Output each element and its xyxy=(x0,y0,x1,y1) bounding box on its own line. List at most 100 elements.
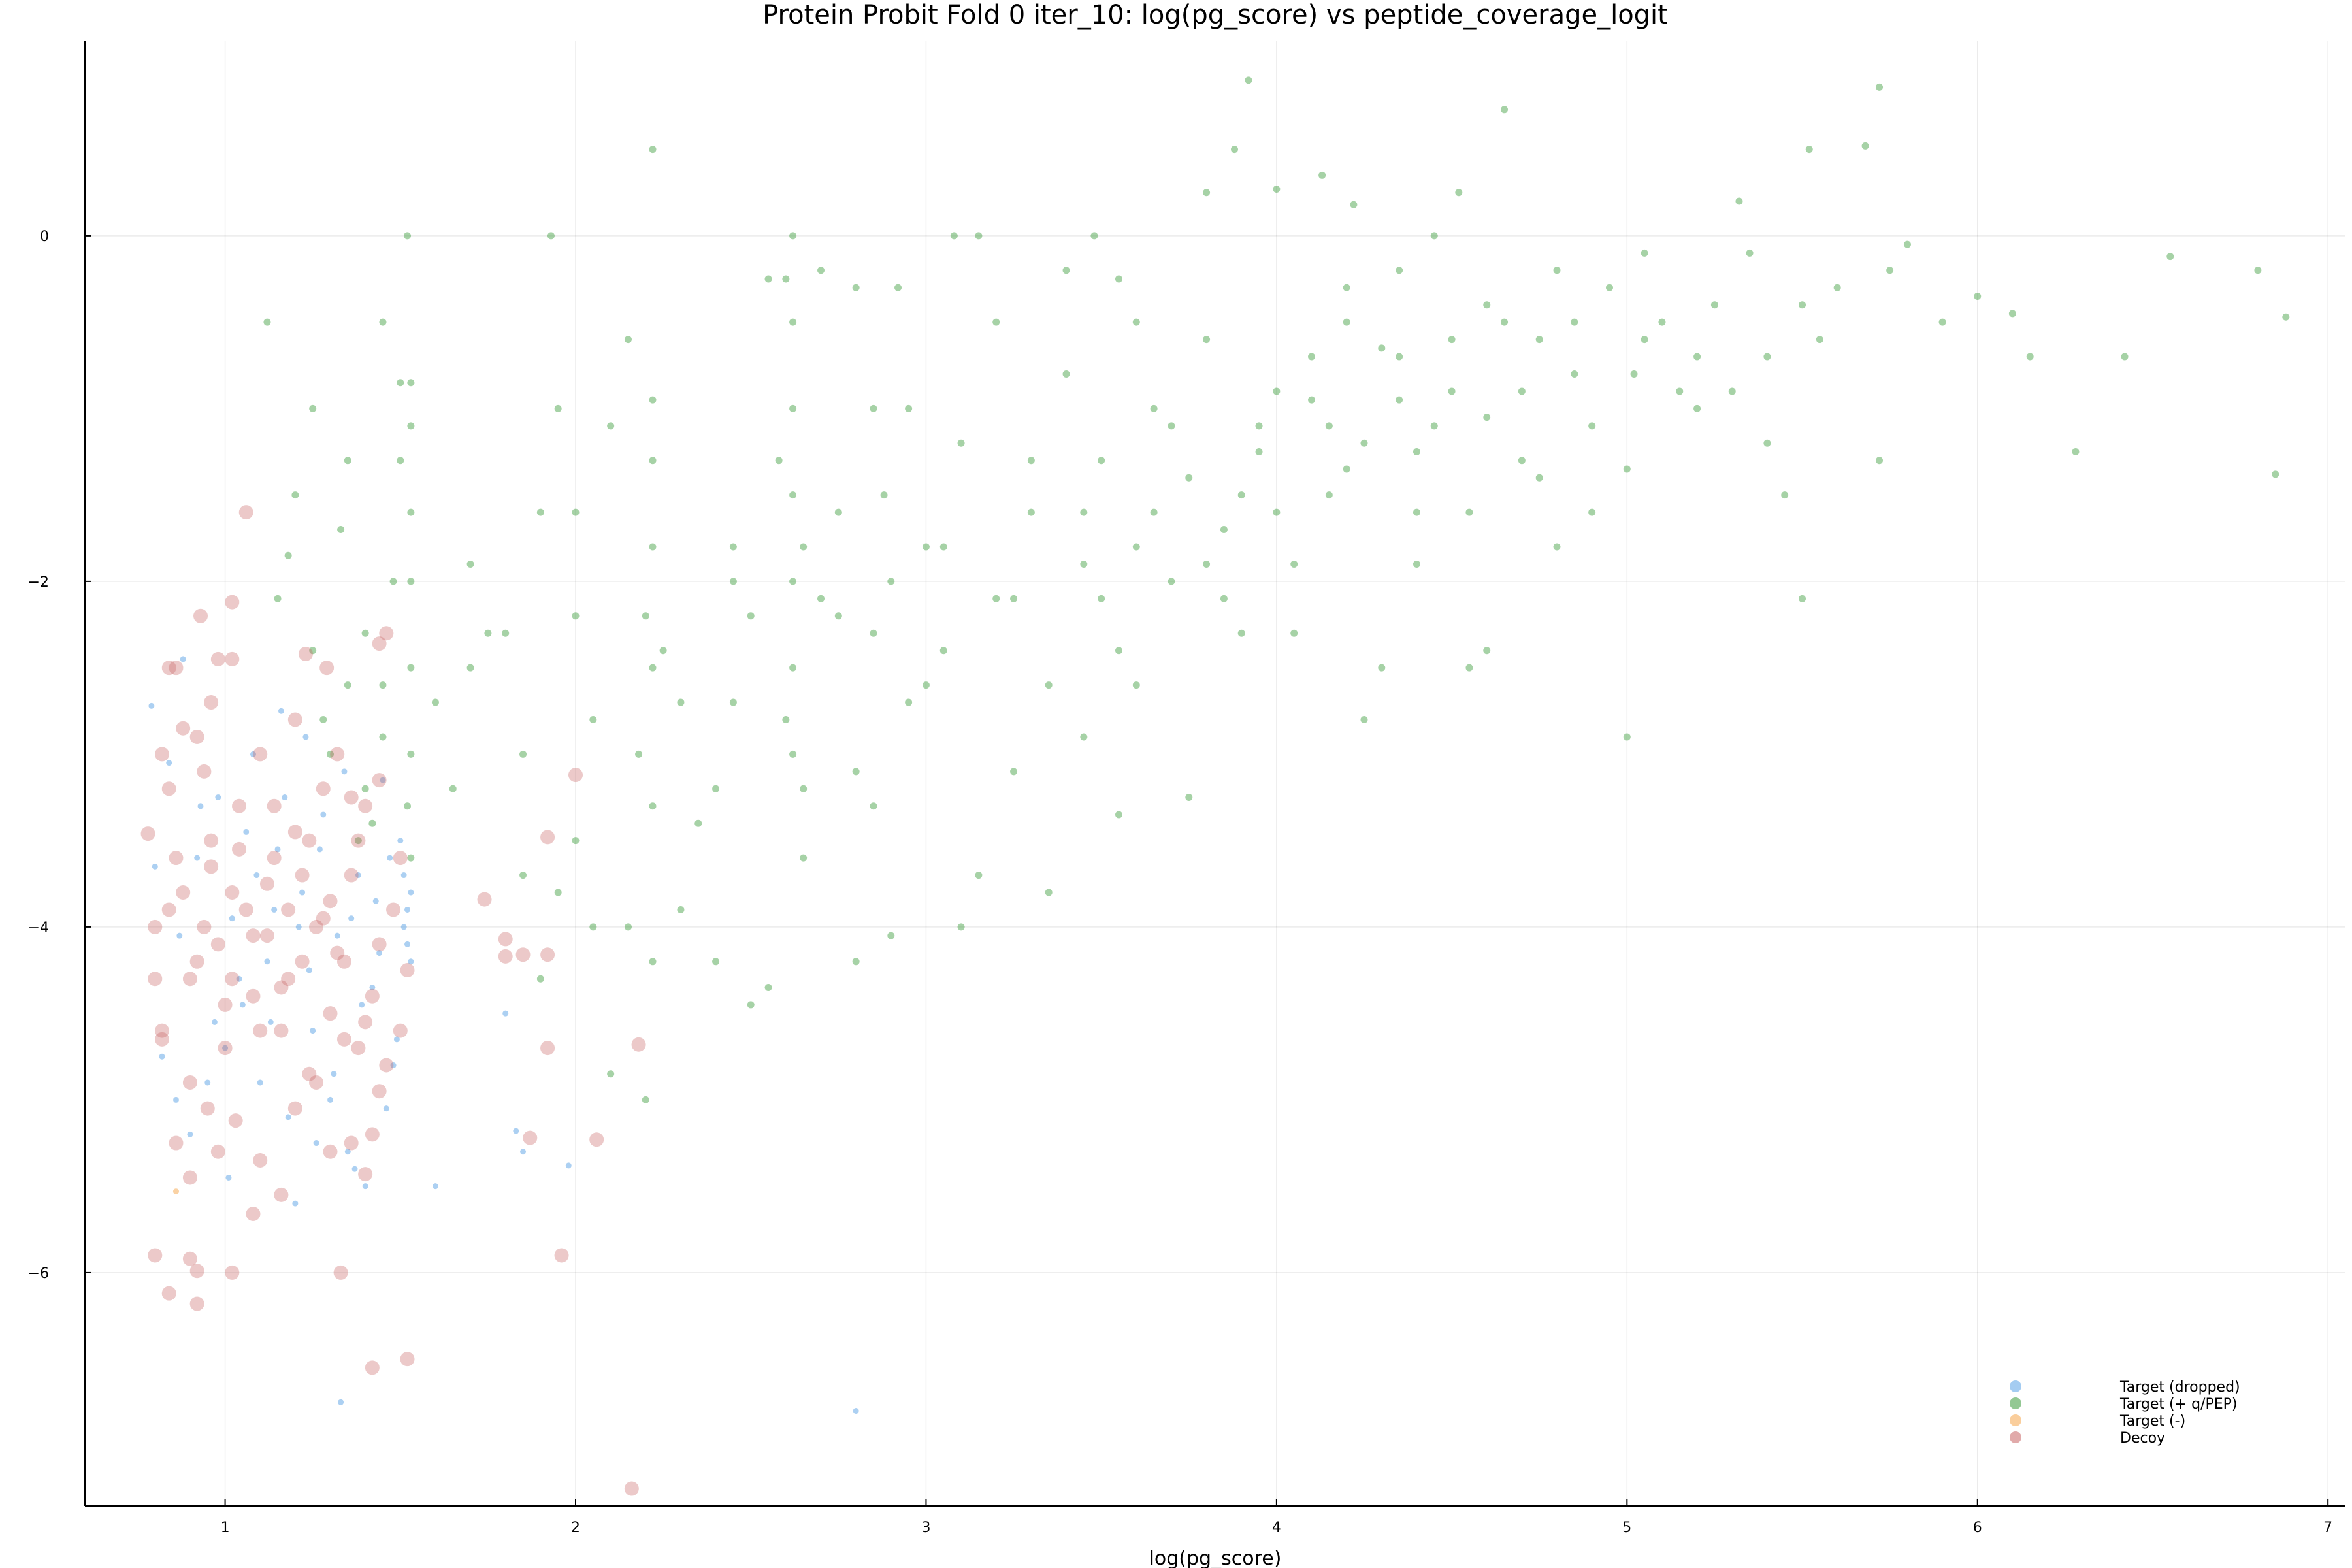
point-decoy xyxy=(182,1170,197,1185)
point-target-q-pep xyxy=(649,396,657,404)
point-target-q-pep xyxy=(536,975,544,983)
point-target-q-pep xyxy=(659,647,667,655)
point-decoy xyxy=(267,798,282,813)
point-target-q-pep xyxy=(1763,439,1771,447)
point-decoy xyxy=(309,1075,324,1090)
point-target-q-pep xyxy=(1735,197,1743,205)
point-decoy xyxy=(246,988,261,1004)
point-target-q-pep xyxy=(1501,318,1509,326)
point-decoy xyxy=(302,1066,317,1081)
axes xyxy=(84,41,2345,1507)
point-target-q-pep xyxy=(1781,491,1789,499)
point-target-q-pep xyxy=(1098,595,1105,602)
point-target-q-pep xyxy=(870,802,877,810)
point-target-q-pep xyxy=(887,578,895,585)
point-decoy xyxy=(148,1248,163,1263)
point-decoy xyxy=(274,980,289,995)
point-target-q-pep xyxy=(852,284,860,291)
point-target-q-pep xyxy=(1588,422,1596,430)
point-target-q-pep xyxy=(284,551,292,559)
point-target-q-pep xyxy=(1728,387,1736,395)
point-target-q-pep xyxy=(1220,526,1228,534)
x-axis-label: log(pg_score) xyxy=(1149,1547,1282,1568)
point-target-q-pep xyxy=(800,785,808,792)
point-target-dropped xyxy=(383,1105,389,1112)
point-target-q-pep xyxy=(1430,422,1438,430)
point-decoy xyxy=(295,868,310,883)
point-target-q-pep xyxy=(536,508,544,516)
point-target-q-pep xyxy=(389,578,397,585)
point-decoy xyxy=(218,997,233,1012)
point-target-q-pep xyxy=(880,491,888,499)
point-target-q-pep xyxy=(572,508,580,516)
point-target-q-pep xyxy=(649,543,657,551)
point-target-q-pep xyxy=(1816,336,1823,344)
point-target-q-pep xyxy=(572,612,580,620)
point-target-q-pep xyxy=(1150,404,1158,412)
point-target-q-pep xyxy=(1553,543,1561,551)
x-tick-label: 2 xyxy=(571,1520,580,1536)
point-target-q-pep xyxy=(1553,267,1561,274)
point-target-q-pep xyxy=(729,698,737,706)
x-tick-label: 7 xyxy=(2323,1520,2332,1536)
point-target-q-pep xyxy=(887,932,895,939)
point-target-q-pep xyxy=(1308,353,1316,361)
point-target-q-pep xyxy=(1710,301,1718,309)
point-target-dropped xyxy=(310,1028,316,1034)
point-target-q-pep xyxy=(1343,465,1350,473)
point-decoy xyxy=(232,841,247,857)
point-target-q-pep xyxy=(939,543,947,551)
point-decoy xyxy=(336,1032,351,1047)
point-decoy xyxy=(540,947,555,962)
point-target-q-pep xyxy=(922,543,930,551)
point-target-q-pep xyxy=(1413,508,1420,516)
point-target-q-pep xyxy=(1027,508,1035,516)
point-target-q-pep xyxy=(852,958,860,966)
point-decoy xyxy=(246,928,261,943)
point-target-q-pep xyxy=(1203,560,1211,568)
point-target-q-pep xyxy=(1396,353,1403,361)
point-decoy xyxy=(358,1015,373,1030)
point-target-dropped xyxy=(400,872,407,879)
point-target-q-pep xyxy=(319,716,327,724)
point-target-q-pep xyxy=(1360,439,1368,447)
point-target-dropped xyxy=(253,872,260,879)
point-target-q-pep xyxy=(1080,733,1088,741)
point-target-q-pep xyxy=(1318,171,1326,179)
point-decoy xyxy=(477,892,492,907)
point-target-q-pep xyxy=(817,595,825,602)
point-target-dropped xyxy=(432,1183,438,1190)
point-target-dropped xyxy=(264,958,270,965)
point-target-q-pep xyxy=(1010,595,1018,602)
point-decoy xyxy=(232,798,247,813)
point-target-q-pep xyxy=(1448,336,1456,344)
point-target-q-pep xyxy=(1483,301,1491,309)
point-target-q-pep xyxy=(1799,595,1806,602)
point-target-q-pep xyxy=(263,318,271,326)
point-decoy xyxy=(210,937,225,952)
legend-label-target-q-pep: Target (+ q/PEP) xyxy=(2119,1396,2237,1413)
point-target-q-pep xyxy=(2121,353,2129,361)
point-target-q-pep xyxy=(407,750,415,758)
point-decoy xyxy=(540,830,555,845)
point-target-dropped xyxy=(351,1166,358,1172)
point-target-q-pep xyxy=(1396,267,1403,274)
point-decoy xyxy=(351,1041,366,1056)
point-decoy xyxy=(287,825,302,840)
point-target-q-pep xyxy=(1290,560,1298,568)
point-target-q-pep xyxy=(1132,681,1140,689)
point-target-dropped xyxy=(359,1002,365,1008)
point-decoy xyxy=(259,928,274,943)
point-target-q-pep xyxy=(502,629,510,637)
point-target-q-pep xyxy=(1115,275,1122,283)
point-target-q-pep xyxy=(789,232,797,240)
point-decoy xyxy=(631,1037,646,1052)
point-decoy xyxy=(295,954,310,969)
point-target-q-pep xyxy=(1132,543,1140,551)
point-target-q-pep xyxy=(1098,457,1105,465)
point-target-q-pep xyxy=(379,681,387,689)
point-target-q-pep xyxy=(642,1096,649,1103)
legend: Target (dropped)Target (+ q/PEP)Target (… xyxy=(2010,1379,2240,1446)
point-target-dropped xyxy=(513,1128,519,1134)
point-decoy xyxy=(323,1144,338,1159)
